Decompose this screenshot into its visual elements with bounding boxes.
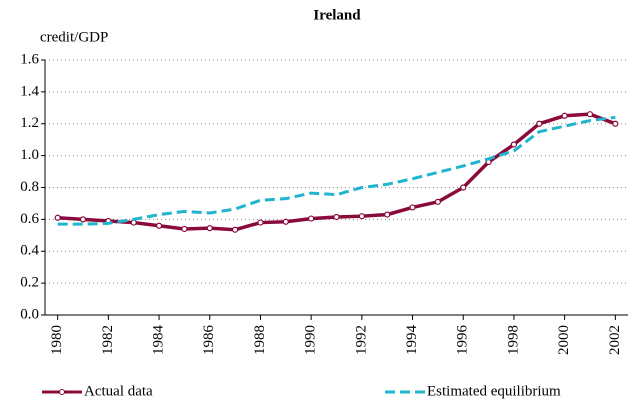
legend-marker: [59, 389, 65, 395]
y-tick-label: 1.0: [20, 147, 39, 163]
data-point: [181, 225, 188, 233]
y-tick-label: 1.4: [20, 83, 39, 99]
data-point: [333, 213, 340, 221]
x-tick-label: 1992: [353, 325, 369, 355]
x-tick-label: 1996: [455, 325, 471, 356]
data-point: [54, 214, 61, 221]
data-point: [206, 225, 213, 232]
legend-label: Actual data: [84, 383, 153, 399]
data-point: [409, 204, 416, 211]
y-tick-label: 1.6: [20, 51, 39, 67]
x-tick-label: 2000: [556, 325, 572, 355]
y-tick-label: 0.6: [20, 211, 39, 227]
x-tick-label: 1986: [201, 325, 217, 356]
chart-title: Ireland: [313, 7, 361, 23]
x-tick-label: 1990: [303, 325, 319, 355]
x-tick-label: 1984: [151, 325, 167, 356]
y-tick-label: 0.0: [20, 306, 39, 322]
data-point: [586, 111, 594, 118]
data-point: [358, 213, 365, 220]
x-tick-label: 1994: [404, 325, 420, 356]
y-tick-label: 1.2: [20, 115, 39, 131]
data-point: [282, 218, 289, 225]
legend-label: Estimated equilibrium: [427, 383, 561, 399]
x-tick-label: 1980: [49, 325, 65, 355]
data-point: [155, 222, 163, 229]
data-point: [510, 141, 518, 148]
data-point: [79, 216, 87, 223]
data-point: [612, 120, 619, 127]
data-point: [460, 184, 467, 191]
x-tick-label: 1982: [100, 325, 116, 355]
x-tick-label: 1998: [505, 325, 521, 355]
data-point: [536, 120, 543, 127]
y-tick-label: 0.8: [20, 179, 39, 195]
y-tick-label: 0.2: [20, 275, 39, 291]
series-line: [57, 115, 616, 226]
x-tick-label: 1988: [252, 325, 268, 355]
y-tick-label: 0.4: [20, 243, 39, 259]
data-point: [308, 215, 315, 222]
data-point: [257, 219, 264, 226]
y-axis-label: credit/GDP: [40, 29, 108, 45]
data-point: [384, 211, 391, 218]
x-tick-label: 2002: [607, 325, 623, 355]
series-line: [57, 112, 616, 232]
data-point: [434, 198, 441, 205]
data-point: [232, 226, 239, 233]
data-point: [561, 112, 568, 119]
